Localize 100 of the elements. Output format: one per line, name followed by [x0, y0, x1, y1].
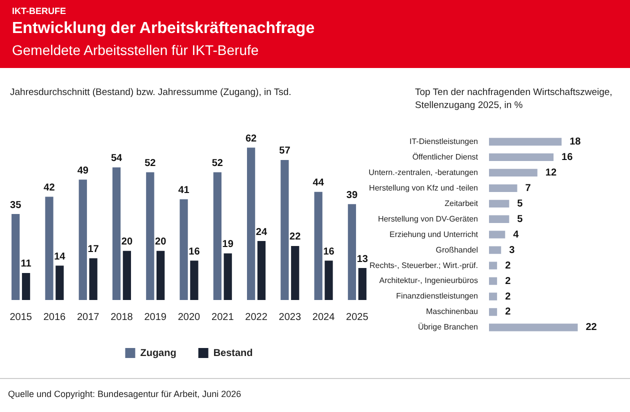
- legend-label: Bestand: [213, 348, 253, 359]
- data-label: 2: [505, 291, 512, 302]
- data-label: 19: [222, 239, 234, 250]
- data-label: 13: [356, 254, 368, 265]
- data-label: 35: [10, 200, 22, 211]
- y-tick-label: Zeitarbeit: [444, 198, 479, 208]
- bar: [257, 241, 266, 300]
- bar: [12, 214, 20, 300]
- data-label: 42: [44, 182, 56, 194]
- data-label: 20: [155, 236, 167, 248]
- data-label: 62: [245, 133, 258, 144]
- data-label: 17: [88, 244, 100, 255]
- bar: [348, 204, 356, 300]
- data-label: 2: [505, 306, 512, 318]
- x-tick-label: 2024: [312, 312, 336, 323]
- source-note: Quelle und Copyright: Bundesagentur für Arbeit, Juni 2026: [8, 389, 242, 399]
- bar: [489, 168, 538, 177]
- y-tick-label: Finanzdienstleistungen: [396, 292, 478, 301]
- bar: [489, 215, 510, 223]
- x-tick-label: 2019: [144, 312, 167, 323]
- x-tick-label: 2020: [178, 312, 201, 323]
- bar: [89, 258, 98, 300]
- data-label: 16: [323, 246, 335, 258]
- data-label: 16: [562, 152, 574, 163]
- bar: [56, 266, 64, 300]
- data-label: 52: [212, 158, 224, 169]
- y-tick-label: Maschinenbau: [426, 307, 478, 316]
- bar: [489, 277, 498, 285]
- data-label: 24: [256, 226, 268, 238]
- data-label: 20: [121, 236, 133, 248]
- data-label: 3: [509, 244, 516, 256]
- bar: [489, 230, 506, 238]
- data-label: 11: [20, 258, 32, 270]
- bar: [489, 200, 510, 208]
- bar: [122, 250, 132, 300]
- x-tick-label: 2016: [43, 312, 66, 323]
- bar: [489, 308, 498, 316]
- data-label: 2: [505, 276, 512, 287]
- bar: [190, 260, 198, 300]
- x-tick-label: 2025: [346, 312, 369, 323]
- bar: [224, 253, 232, 300]
- text: Jahresdurchschnitt (Bestand) bzw. Jahressumme (Zugang), in Tsd.: [10, 86, 292, 99]
- data-label: 5: [517, 214, 524, 225]
- data-label: 54: [110, 153, 123, 164]
- chart-title: Entwicklung der Arbeitskräftenachfrage: [12, 20, 315, 38]
- data-label: 41: [178, 185, 190, 196]
- bar: [314, 192, 322, 300]
- data-label: 5: [517, 198, 524, 210]
- bar: [280, 160, 289, 300]
- data-label: 12: [545, 167, 557, 178]
- bar: [489, 153, 554, 162]
- bar: [146, 172, 154, 300]
- y-tick-label: Architektur-, Ingenieurbüros: [379, 276, 478, 286]
- bar: [324, 260, 333, 300]
- bar: [180, 199, 188, 300]
- y-tick-label: IT-Dienstleistungen: [410, 136, 478, 146]
- bar: [489, 262, 498, 270]
- bar: [112, 167, 121, 300]
- data-label: 4: [513, 229, 520, 240]
- text: IKT-BERUFE: [12, 6, 66, 16]
- bar: [156, 250, 165, 300]
- data-label: 2: [505, 260, 512, 272]
- data-label: 22: [586, 322, 598, 334]
- y-tick-label: Herstellung von Kfz und -teilen: [369, 183, 478, 192]
- data-label: 14: [54, 251, 66, 262]
- chart-title: Top Ten der nachfragenden Wirtschaftszweige, Stellenzugang 2025, in %: [415, 86, 614, 112]
- data-label: 57: [279, 146, 291, 157]
- y-tick-label: Erziehung und Unterricht: [390, 230, 479, 239]
- y-tick-label: Rechts-, Steuerber.; Wirt.-prüf.: [370, 260, 478, 270]
- bar: [489, 184, 518, 192]
- bar: [22, 272, 30, 300]
- bar: [358, 268, 366, 300]
- data-label: 39: [346, 190, 358, 201]
- y-tick-label: Großhandel: [436, 245, 478, 254]
- bar: [78, 180, 87, 300]
- bar: [246, 148, 256, 300]
- y-tick-label: Übrige Branchen: [418, 322, 478, 332]
- bar: [489, 246, 502, 254]
- data-label: 44: [312, 178, 324, 189]
- x-tick-label: 2018: [110, 312, 134, 323]
- x-tick-label: 2017: [76, 312, 100, 323]
- bar: [213, 172, 222, 300]
- bar: [489, 292, 498, 300]
- legend-label: Zugang: [140, 348, 176, 359]
- y-tick-label: Untern.-zentralen, -beratungen: [368, 168, 478, 177]
- chart-subtitle: Gemeldete Arbeitsstellen für IKT-Berufe: [12, 42, 259, 58]
- data-label: 52: [144, 158, 156, 169]
- bar: [489, 138, 562, 146]
- y-tick-label: Herstellung von DV-Geräten: [378, 214, 478, 224]
- x-tick-label: 2022: [245, 312, 268, 323]
- bar: [291, 246, 300, 300]
- bar: [45, 196, 54, 300]
- data-label: 7: [525, 182, 532, 194]
- data-label: 22: [290, 232, 302, 243]
- data-label: 18: [570, 136, 582, 148]
- bar: [489, 324, 578, 332]
- data-label: 16: [188, 246, 200, 258]
- x-tick-label: 2015: [10, 312, 32, 323]
- x-tick-label: 2023: [278, 312, 302, 323]
- data-label: 49: [77, 165, 89, 176]
